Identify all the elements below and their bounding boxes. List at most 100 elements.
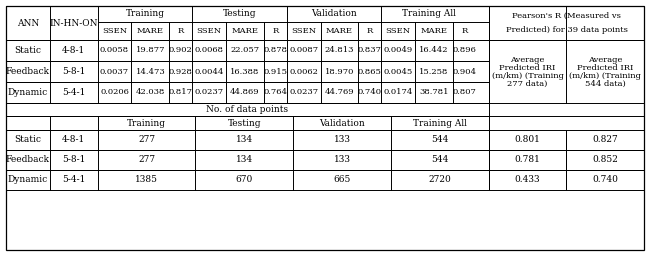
Text: 0.0045: 0.0045: [383, 68, 413, 76]
Text: 0.878: 0.878: [263, 47, 287, 55]
Text: Training All: Training All: [402, 9, 456, 18]
Text: Dynamic: Dynamic: [8, 176, 48, 185]
Bar: [489, 150, 566, 170]
Text: 44.869: 44.869: [230, 89, 260, 97]
Text: 22.057: 22.057: [230, 47, 260, 55]
Text: MARE: MARE: [326, 27, 353, 35]
Text: 134: 134: [236, 135, 253, 144]
Text: 1385: 1385: [135, 176, 158, 185]
Text: R: R: [367, 27, 373, 35]
Text: 14.473: 14.473: [135, 68, 165, 76]
Text: 0.915: 0.915: [263, 68, 287, 76]
Bar: [6, 130, 489, 150]
Bar: [6, 170, 489, 190]
Text: Feedback: Feedback: [6, 67, 50, 76]
Text: 15.258: 15.258: [419, 68, 449, 76]
Bar: [566, 130, 644, 150]
Text: 44.769: 44.769: [325, 89, 354, 97]
Bar: [6, 40, 489, 61]
Text: Predicted) for 39 data points: Predicted) for 39 data points: [506, 26, 628, 35]
Text: 18.970: 18.970: [325, 68, 354, 76]
Text: Testing: Testing: [223, 9, 256, 18]
Bar: [6, 6, 489, 40]
Text: SSEN: SSEN: [102, 27, 127, 35]
Text: 42.038: 42.038: [135, 89, 165, 97]
Text: 0.433: 0.433: [515, 176, 540, 185]
Text: Testing: Testing: [228, 119, 261, 127]
Bar: [489, 40, 644, 103]
Text: No. of data points: No. of data points: [206, 105, 288, 114]
Text: 24.813: 24.813: [325, 47, 354, 55]
Text: IN-HN-ON: IN-HN-ON: [49, 18, 98, 27]
Text: 0.0044: 0.0044: [195, 68, 224, 76]
Text: 134: 134: [236, 155, 253, 165]
Bar: [6, 103, 489, 116]
Text: 5-8-1: 5-8-1: [62, 67, 85, 76]
Text: Validation: Validation: [311, 9, 357, 18]
Text: R: R: [178, 27, 184, 35]
Text: 0.928: 0.928: [169, 68, 193, 76]
Text: Training: Training: [126, 9, 165, 18]
Text: Validation: Validation: [319, 119, 365, 127]
Text: (m/km) (Training: (m/km) (Training: [570, 71, 641, 80]
Text: 544 data): 544 data): [585, 80, 626, 88]
Text: 0.0037: 0.0037: [100, 68, 129, 76]
Text: 0.904: 0.904: [452, 68, 477, 76]
Bar: [489, 6, 644, 40]
Text: MARE: MARE: [421, 27, 448, 35]
Text: 0.0174: 0.0174: [383, 89, 413, 97]
Text: MARE: MARE: [137, 27, 164, 35]
Bar: [566, 150, 644, 170]
Bar: [566, 170, 644, 190]
Bar: [6, 116, 489, 130]
Text: Pearson's R (Measured vs: Pearson's R (Measured vs: [512, 12, 621, 19]
Text: 0.896: 0.896: [452, 47, 477, 55]
Text: MARE: MARE: [232, 27, 258, 35]
Text: ANN: ANN: [17, 18, 39, 27]
Text: 0.865: 0.865: [358, 68, 382, 76]
Text: 0.0049: 0.0049: [383, 47, 413, 55]
Text: 38.781: 38.781: [419, 89, 449, 97]
Text: 665: 665: [333, 176, 351, 185]
Bar: [489, 170, 566, 190]
Text: 0.740: 0.740: [358, 89, 382, 97]
Text: 16.442: 16.442: [419, 47, 449, 55]
Text: 0.827: 0.827: [592, 135, 618, 144]
Text: 544: 544: [431, 155, 449, 165]
Text: 2720: 2720: [428, 176, 451, 185]
Text: Average: Average: [510, 56, 545, 63]
Text: 0.0058: 0.0058: [100, 47, 129, 55]
Text: 544: 544: [431, 135, 449, 144]
Text: 4-8-1: 4-8-1: [62, 46, 85, 55]
Text: R: R: [272, 27, 279, 35]
Text: 16.388: 16.388: [230, 68, 260, 76]
Text: 5-4-1: 5-4-1: [62, 88, 85, 97]
Text: (m/km) (Training: (m/km) (Training: [492, 71, 564, 80]
Text: 0.740: 0.740: [592, 176, 618, 185]
Bar: [489, 130, 566, 150]
Text: 0.0087: 0.0087: [289, 47, 318, 55]
Text: Feedback: Feedback: [6, 155, 50, 165]
Text: 0.0206: 0.0206: [100, 89, 129, 97]
Text: Predicted IRI: Predicted IRI: [577, 63, 633, 71]
Text: 0.801: 0.801: [515, 135, 540, 144]
Text: 0.0068: 0.0068: [195, 47, 224, 55]
Text: Training: Training: [127, 119, 166, 127]
Text: Training All: Training All: [413, 119, 467, 127]
Text: Dynamic: Dynamic: [8, 88, 48, 97]
Text: 277 data): 277 data): [508, 80, 548, 88]
Text: SSEN: SSEN: [291, 27, 316, 35]
Text: 4-8-1: 4-8-1: [62, 135, 85, 144]
Text: 0.0237: 0.0237: [289, 89, 318, 97]
Text: 670: 670: [236, 176, 253, 185]
Bar: [6, 82, 489, 103]
Text: Predicted IRI: Predicted IRI: [499, 63, 556, 71]
Text: 0.764: 0.764: [263, 89, 287, 97]
Text: 133: 133: [333, 155, 351, 165]
Text: 0.817: 0.817: [169, 89, 193, 97]
Text: 277: 277: [138, 135, 155, 144]
Text: 5-4-1: 5-4-1: [62, 176, 85, 185]
Text: 0.902: 0.902: [169, 47, 193, 55]
Text: 5-8-1: 5-8-1: [62, 155, 85, 165]
Text: 0.0062: 0.0062: [289, 68, 318, 76]
